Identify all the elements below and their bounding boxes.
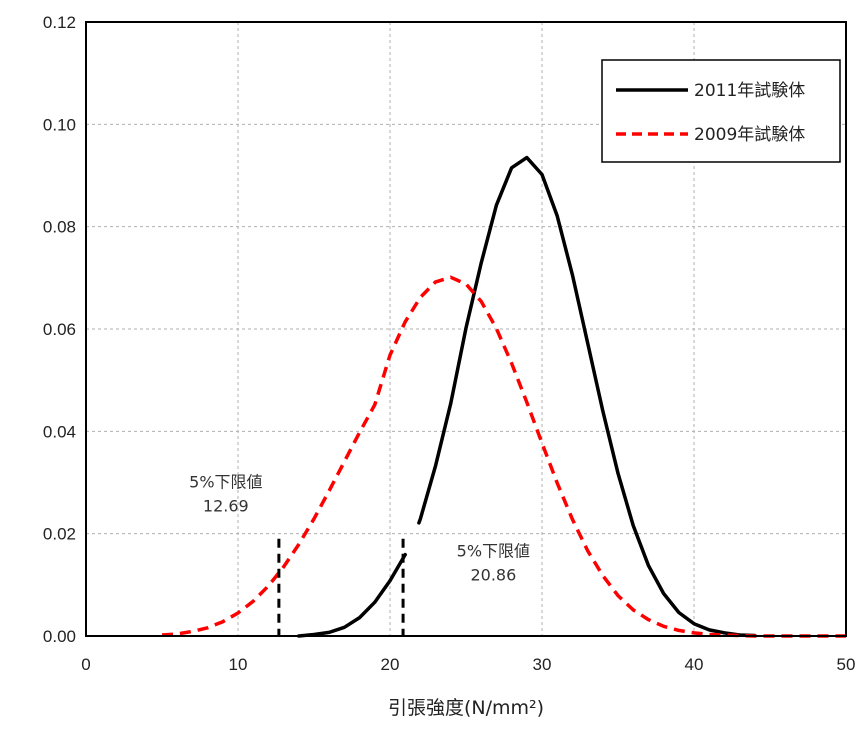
annotation-line: 12.69 bbox=[203, 497, 249, 516]
x-tick-label: 40 bbox=[685, 655, 704, 674]
annotation-0: 5%下限値 12.69 bbox=[189, 473, 262, 516]
plot-area: 5%下限値 12.69 5%下限値 20.86 bbox=[161, 155, 846, 638]
y-tick-label: 0.08 bbox=[43, 218, 76, 237]
y-tick-label: 0.06 bbox=[43, 320, 76, 339]
x-tick-label: 0 bbox=[81, 655, 90, 674]
x-tick-label: 10 bbox=[229, 655, 248, 674]
annotation-1: 5%下限値 20.86 bbox=[457, 542, 530, 585]
x-axis-label: 引張強度(N/mm²) bbox=[388, 697, 544, 719]
plot-frame bbox=[85, 21, 847, 637]
y-tick-label: 0.12 bbox=[43, 13, 76, 32]
annotation-line: 5%下限値 bbox=[189, 473, 262, 492]
annotation-line: 20.86 bbox=[470, 566, 516, 585]
legend-box bbox=[601, 59, 841, 163]
legend-label-1: 2009年試験体 bbox=[694, 125, 805, 145]
series-line-0 bbox=[297, 155, 757, 638]
tick-labels: 0 10 20 30 40 50 0.00 0.02 0.04 0.06 0.08 0.10 0.12 bbox=[43, 13, 856, 674]
y-tick-label: 0.04 bbox=[43, 422, 76, 441]
y-tick-label: 0.00 bbox=[43, 627, 76, 646]
legend: 2011年試験体 2009年試験体 bbox=[601, 59, 841, 163]
x-tick-label: 50 bbox=[837, 655, 856, 674]
y-tick-label: 0.02 bbox=[43, 525, 76, 544]
x-tick-label: 30 bbox=[533, 655, 552, 674]
legend-label-0: 2011年試験体 bbox=[694, 81, 805, 101]
y-tick-label: 0.10 bbox=[43, 115, 76, 134]
x-tick-label: 20 bbox=[381, 655, 400, 674]
annotation-line: 5%下限値 bbox=[457, 542, 530, 561]
